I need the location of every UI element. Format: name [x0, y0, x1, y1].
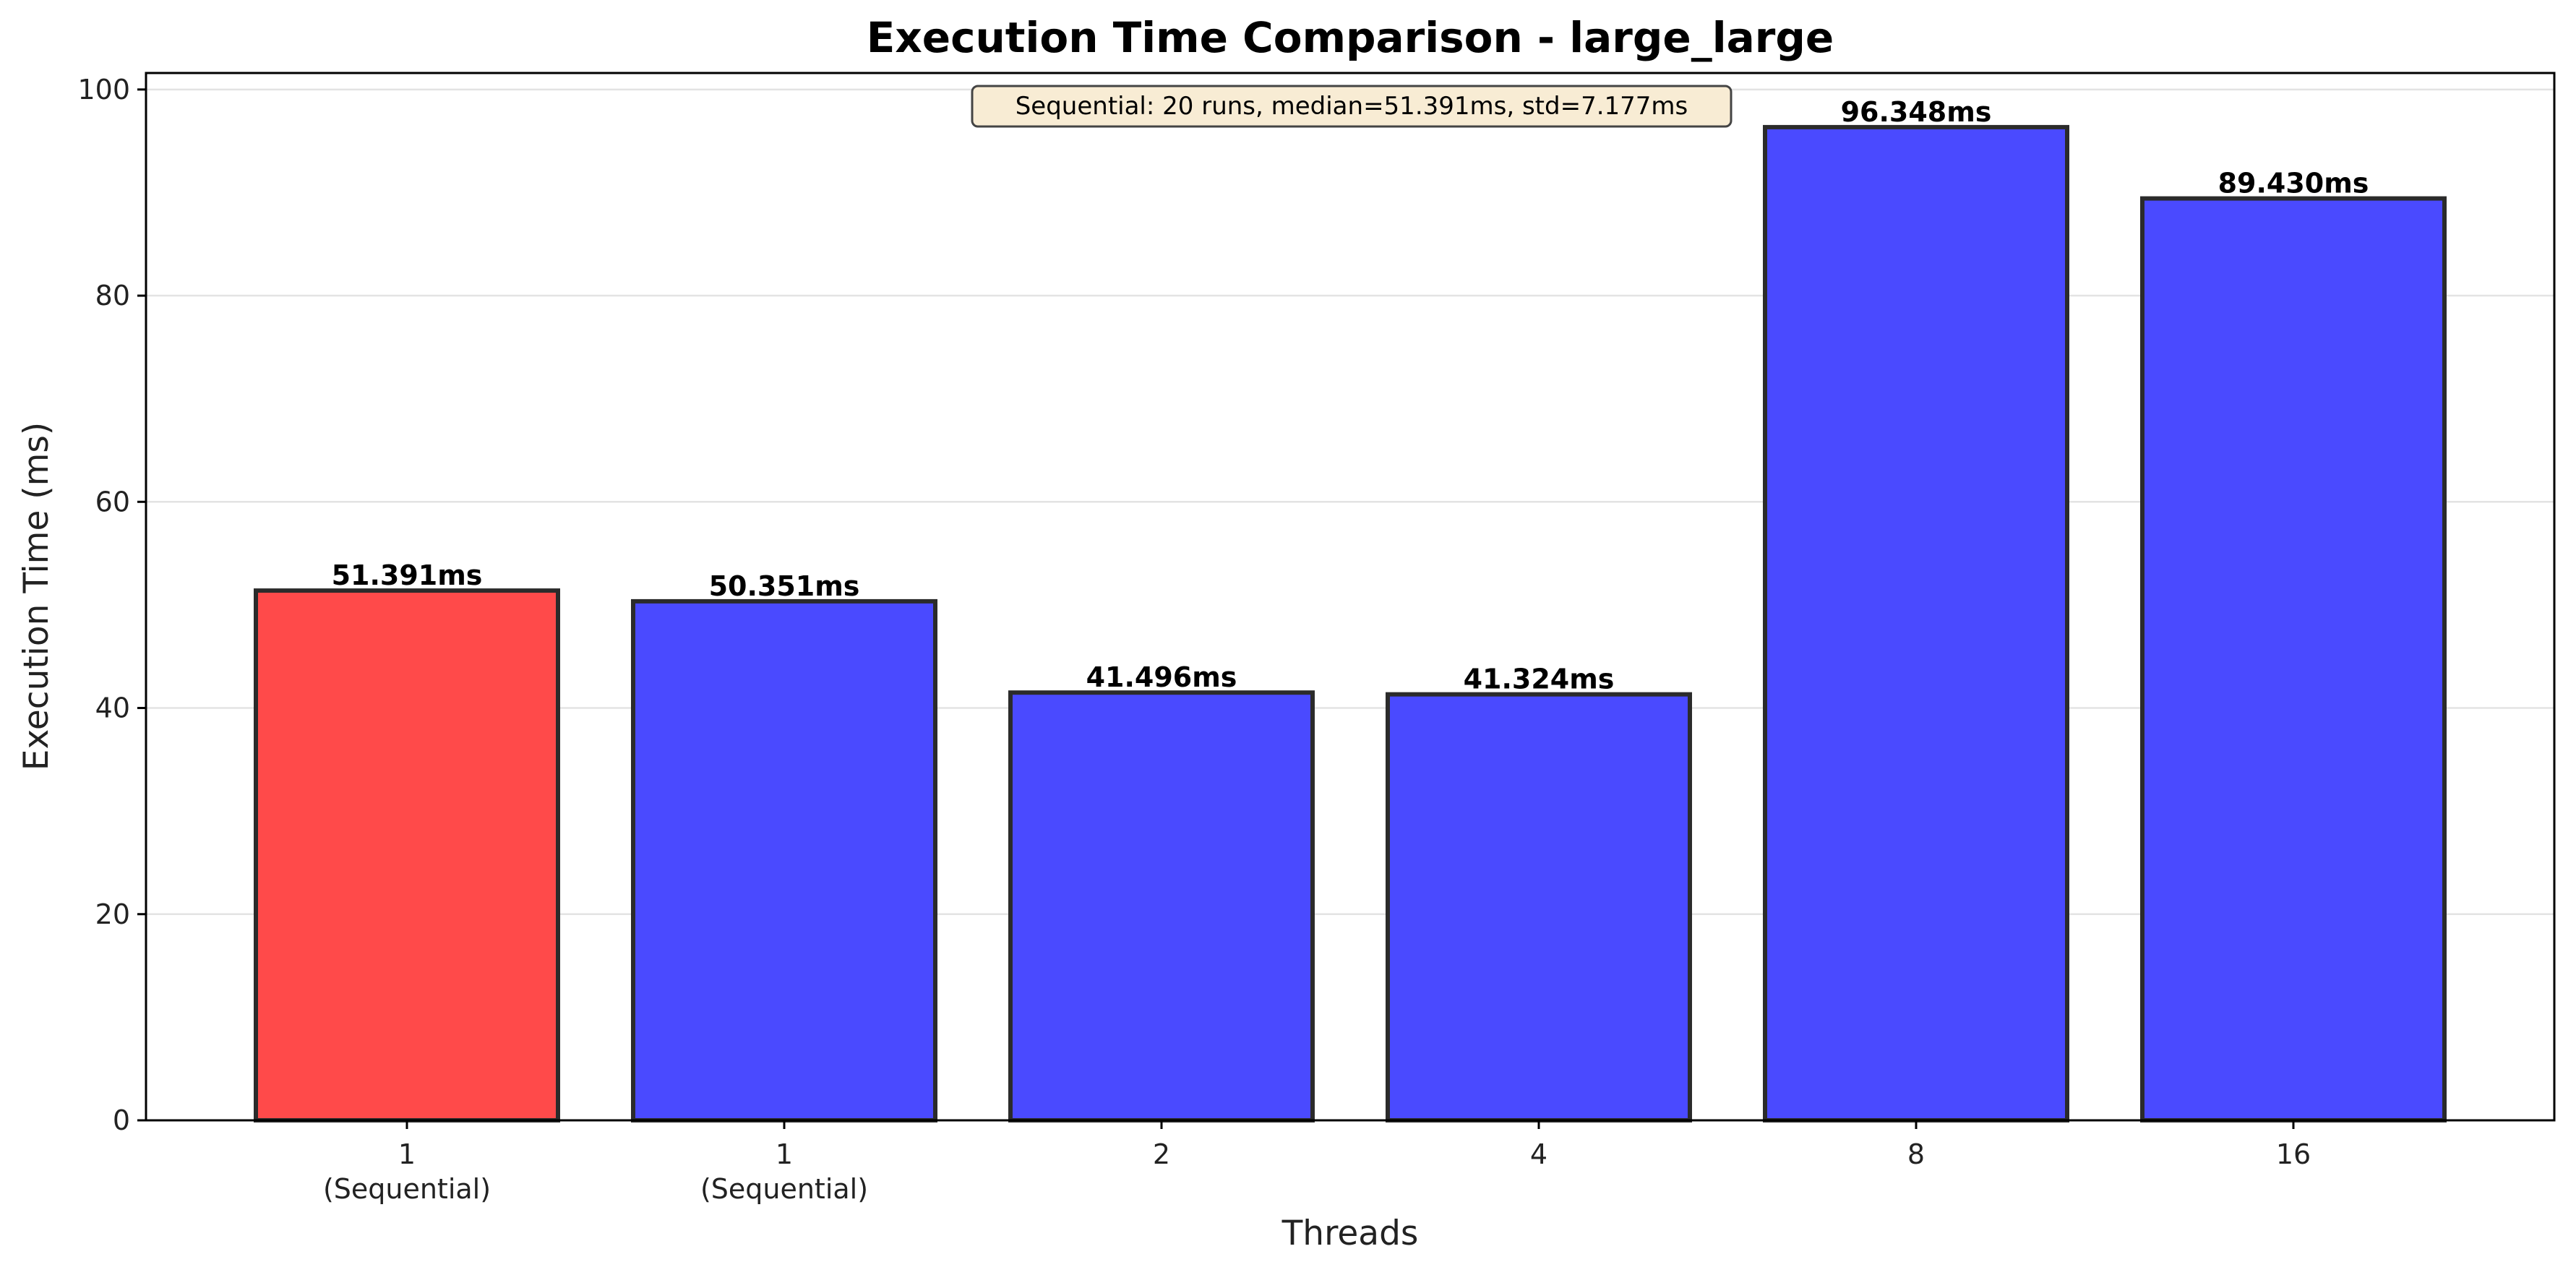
bar-value-label: 41.324ms: [1464, 664, 1615, 695]
bars: [254, 124, 2447, 1122]
value-labels: 51.391ms 50.351ms 41.496ms 41.324ms 96.348ms…: [332, 96, 2369, 695]
y-tick-label: 20: [95, 898, 130, 930]
bar: [254, 588, 560, 1122]
bar-value-label: 50.351ms: [709, 570, 860, 602]
x-axis-ticks: 1 (Sequential) 1 (Sequential) 2 4 8 16: [323, 1120, 2311, 1205]
bar-value-label: 96.348ms: [1841, 96, 1992, 128]
x-tick-label: 16: [2276, 1138, 2311, 1170]
y-tick-label: 0: [113, 1104, 130, 1136]
y-tick-label: 40: [95, 692, 130, 724]
bar: [1386, 692, 1692, 1122]
y-axis-label: Execution Time (ms): [17, 422, 56, 770]
y-tick-label: 80: [95, 280, 130, 312]
x-tick-label: 8: [1907, 1138, 1925, 1170]
annotation-box: [971, 85, 1733, 128]
y-tick-label: 100: [77, 74, 130, 106]
bar: [2140, 196, 2447, 1122]
plot-frame: [145, 72, 2556, 1122]
x-tick-label: 1 (Sequential): [323, 1138, 491, 1205]
x-tick-label: 1 (Sequential): [700, 1138, 868, 1205]
stats-annotation: Sequential: 20 runs, median=51.391ms, st…: [971, 85, 1733, 128]
y-tick-label: 60: [95, 486, 130, 518]
bar-value-label: 41.496ms: [1086, 661, 1237, 693]
x-tick-label: 4: [1530, 1138, 1547, 1170]
chart-title: Execution Time Comparison - large_large: [867, 13, 1834, 62]
bar-value-label: 51.391ms: [332, 559, 483, 591]
x-axis-label: Threads: [1281, 1214, 1419, 1253]
bar: [1763, 124, 2069, 1122]
annotation-text: Sequential: 20 runs, median=51.391ms, st…: [1016, 92, 1688, 121]
x-tick-label: 2: [1153, 1138, 1170, 1170]
bar: [631, 598, 937, 1122]
y-axis-ticks: 0 20 40 60 80 100: [77, 74, 146, 1136]
bar: [1008, 690, 1315, 1122]
bar-value-label: 89.430ms: [2218, 168, 2369, 199]
